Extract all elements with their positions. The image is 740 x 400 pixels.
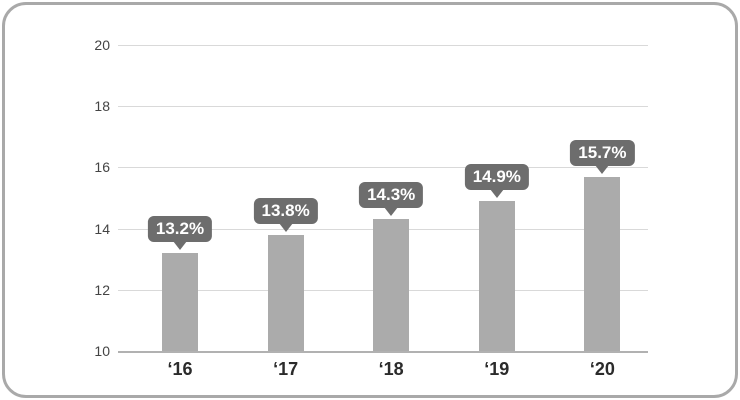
x-tick-label-4: ‘19 — [484, 359, 510, 379]
data-label-pointer-1 — [173, 241, 187, 251]
bar-5 — [584, 176, 621, 351]
data-label-bubble-2: 13.8% — [253, 197, 318, 224]
bar-3 — [373, 219, 410, 351]
data-label-pointer-3 — [384, 207, 399, 217]
x-tick-label-5: ‘20 — [589, 359, 615, 379]
data-label-bubble-5: 15.7% — [570, 139, 635, 166]
x-tick-label-3: ‘18 — [378, 359, 404, 379]
x-tick-label-1: ‘16 — [167, 359, 193, 379]
bar-1 — [162, 253, 198, 351]
gridline-20 — [118, 45, 648, 46]
data-label-pointer-2 — [278, 222, 293, 232]
data-label-pointer-5 — [595, 164, 610, 174]
bar-4 — [478, 201, 515, 351]
gridline-18 — [118, 106, 648, 108]
x-tick-label-2: ‘17 — [273, 359, 299, 379]
y-tick-label-16: 16 — [94, 159, 110, 176]
gridline-16 — [118, 167, 648, 169]
y-tick-label-12: 12 — [94, 281, 110, 298]
x-axis-line — [118, 351, 648, 353]
y-tick-label-20: 20 — [94, 37, 110, 53]
y-tick-label-18: 18 — [94, 98, 110, 115]
bar-2 — [267, 234, 304, 351]
data-label-bubble-4: 14.9% — [464, 164, 529, 191]
data-label-pointer-4 — [489, 189, 504, 199]
data-label-bubble-3: 14.3% — [359, 182, 424, 209]
y-tick-label-10: 10 — [94, 343, 110, 359]
y-tick-label-14: 14 — [94, 220, 110, 237]
data-label-bubble-1: 13.2% — [147, 216, 213, 243]
bar-chart: 10 12 14 16 18 20 13.2% ‘16 13.8% ‘17 14.3% ‘18 14.9… — [5, 5, 735, 395]
